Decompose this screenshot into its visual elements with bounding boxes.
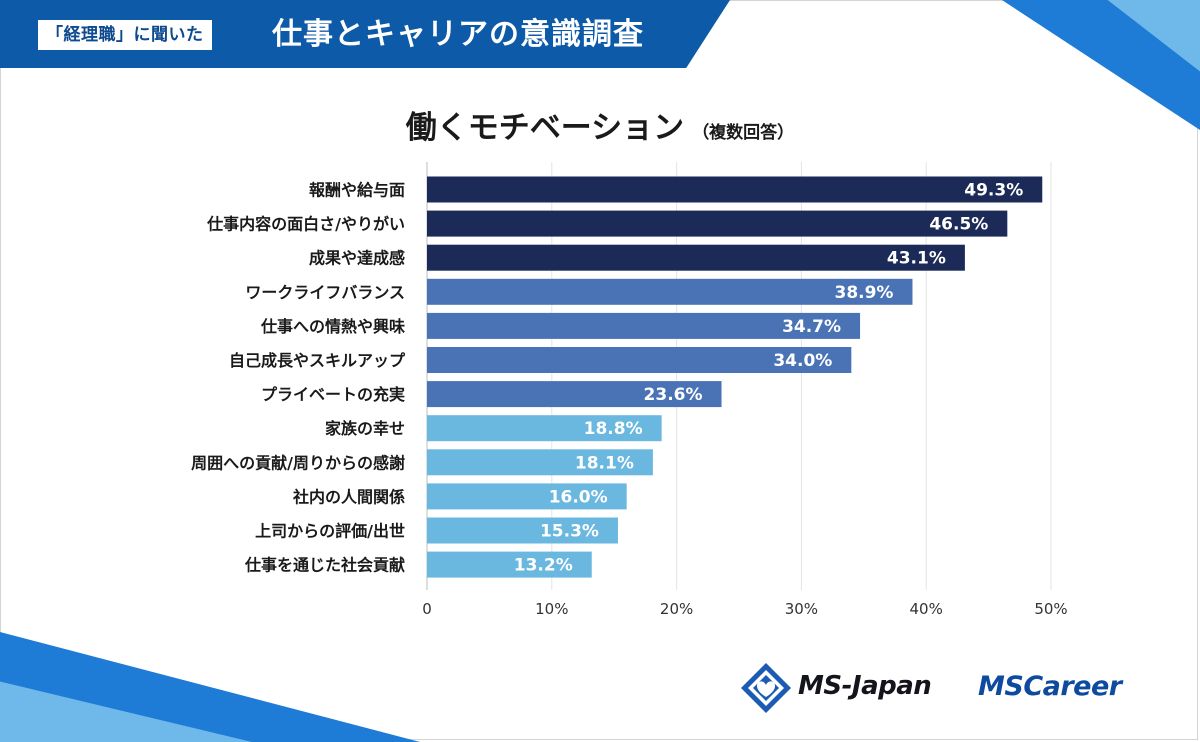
bar bbox=[427, 347, 852, 373]
ms-japan-wordmark: MS-Japan bbox=[798, 671, 932, 701]
x-tick-label: 0 bbox=[422, 600, 432, 618]
bar bbox=[427, 449, 653, 476]
chart-subtitle: （複数回答） bbox=[692, 123, 795, 143]
value-label: 18.8% bbox=[584, 419, 643, 439]
value-label: 46.5% bbox=[929, 215, 988, 235]
bar bbox=[427, 551, 592, 578]
bar bbox=[427, 517, 618, 544]
bar bbox=[427, 210, 1008, 237]
category-label: 家族の幸せ bbox=[325, 419, 405, 438]
category-label: 仕事を通じた社会貢献 bbox=[244, 556, 405, 575]
bar bbox=[427, 176, 1043, 203]
header-tag: 「経理職」に聞いた bbox=[38, 20, 212, 50]
ms-japan-logo: MS-Japan bbox=[740, 660, 970, 716]
bar bbox=[427, 312, 861, 339]
value-label: 38.9% bbox=[834, 283, 893, 303]
value-label: 15.3% bbox=[540, 522, 599, 542]
ms-japan-diamond-icon bbox=[741, 663, 791, 713]
bar bbox=[427, 244, 965, 271]
value-label: 13.2% bbox=[514, 556, 573, 576]
category-label: 仕事への情熱や興味 bbox=[260, 317, 405, 336]
value-label: 49.3% bbox=[964, 181, 1023, 201]
category-label: プライベートの充実 bbox=[261, 385, 405, 404]
category-label: 仕事内容の面白さ/やりがい bbox=[206, 215, 405, 234]
value-label: 34.7% bbox=[782, 317, 841, 337]
ms-career-logo: MSCareer bbox=[978, 671, 1122, 702]
category-label: 報酬や給与面 bbox=[309, 181, 405, 200]
value-label: 18.1% bbox=[575, 453, 634, 473]
category-label: 上司からの評価/出世 bbox=[255, 522, 405, 541]
chart-title-block: 働くモチベーション （複数回答） bbox=[0, 102, 1200, 147]
bar bbox=[427, 381, 722, 408]
category-label: 社内の人間関係 bbox=[292, 487, 405, 506]
x-tick-label: 30% bbox=[785, 600, 818, 618]
category-label: 成果や達成感 bbox=[309, 249, 405, 268]
header-title: 仕事とキャリアの意識調査 bbox=[272, 17, 644, 52]
bar bbox=[427, 483, 627, 510]
bar bbox=[427, 278, 913, 305]
value-label: 16.0% bbox=[549, 487, 608, 507]
x-tick-label: 20% bbox=[660, 600, 693, 618]
chart-title: 働くモチベーション bbox=[405, 110, 685, 146]
value-label: 23.6% bbox=[644, 385, 703, 405]
value-label: 34.0% bbox=[773, 351, 832, 371]
category-label: 自己成長やスキルアップ bbox=[229, 351, 406, 370]
x-tick-label: 50% bbox=[1034, 600, 1067, 618]
x-tick-label: 10% bbox=[535, 600, 568, 618]
x-tick-label: 40% bbox=[910, 600, 943, 618]
value-label: 43.1% bbox=[887, 249, 946, 269]
bar bbox=[427, 415, 662, 442]
category-label: ワークライフバランス bbox=[245, 283, 405, 302]
category-label: 周囲への貢献/周りからの感謝 bbox=[191, 453, 405, 472]
